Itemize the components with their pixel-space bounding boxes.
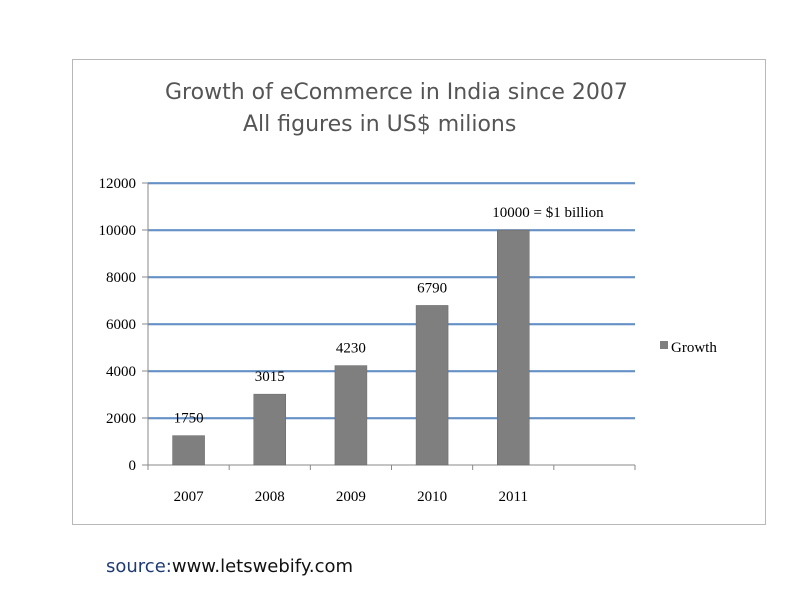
source-line: source:www.letswebify.com bbox=[106, 556, 353, 577]
chart-title: Growth of eCommerce in India since 2007 bbox=[165, 80, 628, 105]
bar-2009 bbox=[334, 365, 368, 466]
data-label: 4230 bbox=[336, 341, 366, 357]
legend-label: Growth bbox=[671, 340, 717, 356]
source-label: source: bbox=[106, 556, 172, 577]
bar-2007 bbox=[172, 435, 205, 466]
y-tick-label: 8000 bbox=[106, 270, 136, 286]
y-tick-label: 2000 bbox=[106, 411, 136, 427]
y-tick-label: 12000 bbox=[99, 176, 137, 192]
data-label: 3015 bbox=[255, 369, 285, 385]
source-url[interactable]: www.letswebify.com bbox=[171, 556, 354, 577]
x-tick-label: 2007 bbox=[174, 489, 205, 505]
x-tick-label: 2008 bbox=[255, 489, 285, 505]
bar-2011 bbox=[497, 229, 530, 466]
chart-subtitle: All figures in US$ milions bbox=[243, 112, 517, 137]
y-tick-label: 10000 bbox=[99, 223, 137, 239]
y-tick-label: 0 bbox=[129, 458, 137, 474]
bar-2008 bbox=[253, 393, 286, 466]
legend-swatch bbox=[660, 341, 668, 349]
bar-2010 bbox=[415, 305, 449, 466]
x-tick-label: 2009 bbox=[336, 489, 366, 505]
y-tick-label: 4000 bbox=[106, 364, 136, 380]
data-label: 10000 = $1 billion bbox=[492, 205, 604, 221]
y-tick-label: 6000 bbox=[106, 317, 136, 333]
data-label: 1750 bbox=[174, 411, 204, 427]
data-label: 6790 bbox=[417, 280, 447, 296]
x-tick-label: 2011 bbox=[499, 489, 528, 505]
x-tick-label: 2010 bbox=[417, 489, 447, 505]
